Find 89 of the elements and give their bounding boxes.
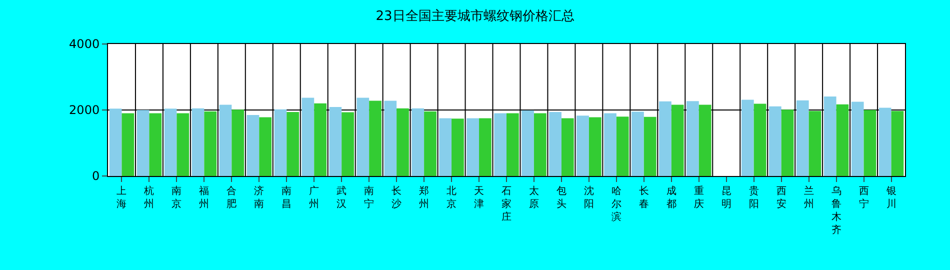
bar: [632, 112, 644, 176]
bar: [136, 110, 150, 176]
x-tick-label: 西安: [776, 186, 786, 210]
x-tick-label: 天津: [474, 186, 484, 210]
x-tick-label: 西宁: [858, 186, 869, 210]
bar: [424, 111, 436, 176]
x-tick-label: 北京: [446, 185, 457, 210]
bar: [686, 101, 699, 176]
bar: [616, 116, 629, 176]
bar: [796, 100, 809, 176]
bar: [204, 111, 217, 176]
x-tick-label: 合肥: [226, 185, 237, 210]
bar: [754, 104, 766, 176]
bar: [836, 104, 849, 176]
x-tick-label: 南昌: [282, 185, 292, 210]
y-tick-label: 4000: [69, 37, 100, 52]
x-tick-label: 贵阳: [748, 185, 759, 210]
x-tick-label: 银川: [885, 186, 896, 210]
x-tick-label: 重庆: [694, 185, 704, 210]
bar: [164, 108, 177, 176]
bar: [549, 112, 562, 176]
bar: [396, 108, 409, 176]
bar: [781, 110, 794, 176]
bar: [659, 101, 672, 176]
x-tick-label: 长沙: [392, 185, 402, 210]
bar: [384, 100, 397, 176]
bar: [176, 113, 190, 176]
x-tick-label: 太原: [528, 185, 539, 210]
bar: [851, 102, 864, 176]
bar: [671, 104, 684, 176]
x-tick-label: 郑州: [419, 185, 430, 210]
bar: [644, 116, 656, 176]
x-tick-label: 广州: [309, 185, 320, 210]
x-tick-label: 杭州: [143, 185, 154, 210]
bar: [412, 108, 424, 176]
y-tick-label: 2000: [69, 103, 100, 118]
bar: [698, 104, 712, 176]
x-tick-label: 济南: [254, 185, 264, 210]
x-tick-label: 福州: [199, 185, 210, 210]
bar: [314, 103, 326, 176]
x-tick-label: 哈尔滨: [611, 185, 622, 223]
bar: [864, 110, 876, 176]
bar: [891, 110, 904, 176]
bar: [506, 113, 519, 176]
bar: [232, 110, 244, 176]
x-tick-label: 南京: [172, 185, 182, 210]
bar: [522, 110, 534, 176]
x-tick-label: 包头: [556, 185, 566, 210]
bar: [274, 109, 287, 176]
bar: [452, 118, 464, 176]
bar: [561, 118, 574, 176]
x-tick-label: 武汉: [336, 185, 347, 210]
bar: [741, 100, 754, 176]
x-tick-label: 长春: [638, 185, 649, 210]
bar: [342, 112, 354, 176]
bar: [824, 96, 836, 176]
bar: [302, 98, 314, 176]
bar: [219, 104, 232, 176]
bar: [329, 107, 342, 176]
bar: [439, 118, 452, 176]
bar: [534, 113, 546, 176]
bar: [369, 100, 382, 176]
bar: [808, 110, 822, 176]
bar: [246, 114, 260, 176]
x-tick-label: 沈阳: [584, 185, 594, 210]
y-tick-label: 0: [92, 169, 100, 184]
x-tick-label: 兰州: [804, 185, 814, 210]
x-tick-label: 乌鲁木齐: [831, 185, 842, 236]
bar: [356, 98, 370, 176]
x-tick-label: 上海: [116, 185, 127, 210]
bar: [466, 118, 480, 176]
bar: [259, 117, 272, 176]
bar: [109, 108, 122, 176]
x-tick-label: 昆明: [721, 186, 732, 210]
x-tick-label: 南宁: [364, 185, 374, 210]
bar: [768, 106, 782, 176]
bar: [122, 113, 134, 176]
chart-title: 23日全国主要城市螺纹钢价格汇总: [376, 8, 574, 24]
bar: [286, 112, 300, 176]
bar: [604, 113, 616, 176]
x-tick-label: 成都: [666, 185, 676, 210]
bar: [479, 118, 492, 176]
bar: [588, 117, 602, 176]
x-tick-label: 石家庄: [502, 186, 512, 223]
bar: [192, 108, 204, 176]
bar: [878, 108, 892, 176]
bar: [149, 113, 162, 176]
bar: [494, 113, 506, 176]
bar: [576, 116, 589, 176]
